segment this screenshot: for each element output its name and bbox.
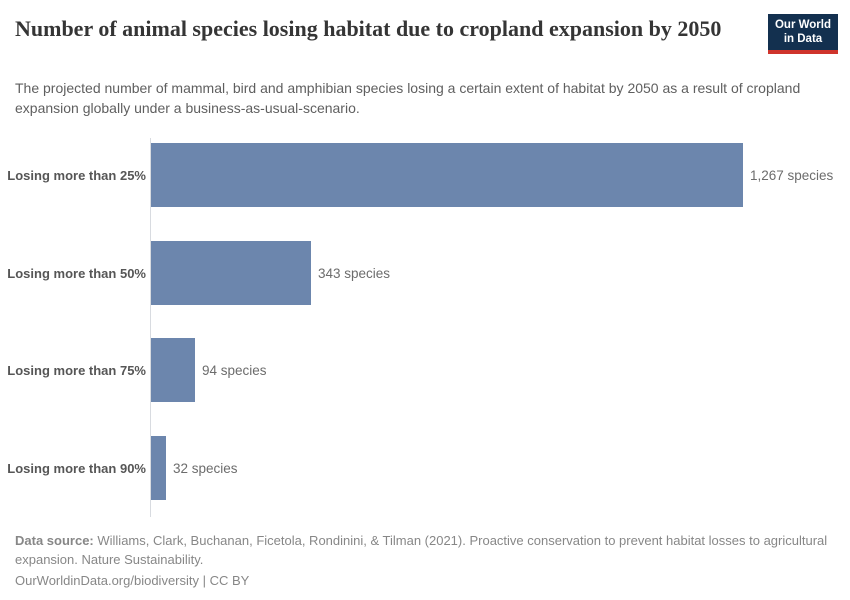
value-label: 343 species <box>318 265 391 281</box>
chart-title: Number of animal species losing habitat … <box>15 16 722 41</box>
bar[interactable] <box>151 436 166 500</box>
data-source-text: Williams, Clark, Buchanan, Ficetola, Ron… <box>15 533 828 567</box>
bar-chart: Losing more than 25% 1,267 species Losing … <box>0 143 850 517</box>
logo-text-line2: in Data <box>783 33 823 45</box>
bar[interactable] <box>151 338 195 402</box>
y-axis-line <box>150 138 151 517</box>
value-label: 1,267 species <box>750 167 834 183</box>
value-label: 32 species <box>173 460 238 476</box>
data-source-label: Data source: <box>15 533 94 548</box>
bar[interactable] <box>151 241 311 305</box>
owid-logo[interactable]: Our World in Data <box>768 14 838 54</box>
footer-link-line[interactable]: OurWorldinData.org/biodiversity | CC BY <box>15 573 250 588</box>
category-label: Losing more than 75% <box>7 362 146 378</box>
data-source-line: Data source: Williams, Clark, Buchanan, … <box>15 531 837 569</box>
logo-red-bar <box>768 50 838 54</box>
chart-subtitle: The projected number of mammal, bird and… <box>15 80 801 116</box>
category-label: Losing more than 90% <box>7 460 146 476</box>
logo-text-line1: Our World <box>774 19 831 31</box>
bar[interactable] <box>151 143 743 207</box>
footer: Data source: Williams, Clark, Buchanan, … <box>15 531 837 590</box>
category-label: Losing more than 50% <box>7 265 146 281</box>
category-label: Losing more than 25% <box>7 167 146 183</box>
value-label: 94 species <box>202 362 267 378</box>
